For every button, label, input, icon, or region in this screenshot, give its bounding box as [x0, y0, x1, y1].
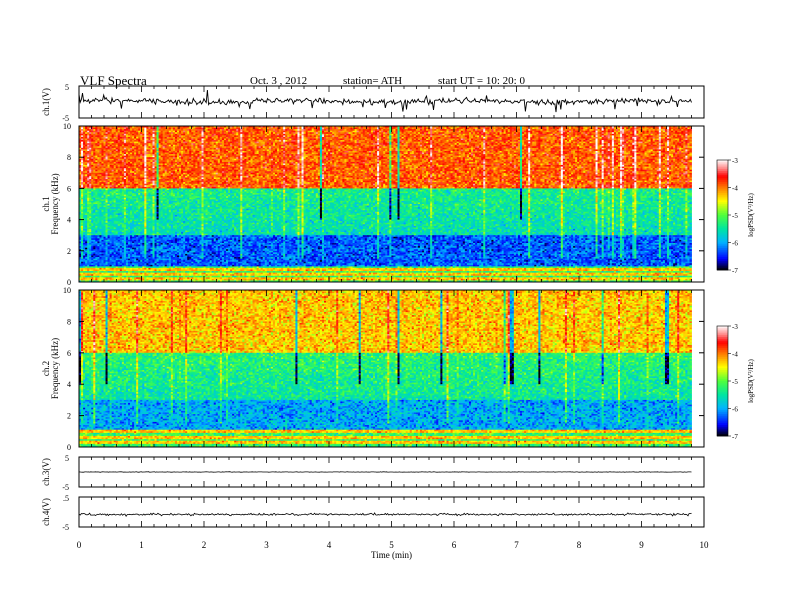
vlf-spectra-figure: ch.1(V)5-5-3-4-5-6-7logPSD(V²/Hz)ch.1 Fre…: [0, 0, 792, 612]
ch1-waveform-panel: ch.1(V)5-5: [41, 83, 704, 123]
y-tick-label: 5: [65, 83, 69, 92]
waveform-line: [79, 90, 692, 112]
y-axis-label: ch.1(V): [41, 88, 51, 116]
